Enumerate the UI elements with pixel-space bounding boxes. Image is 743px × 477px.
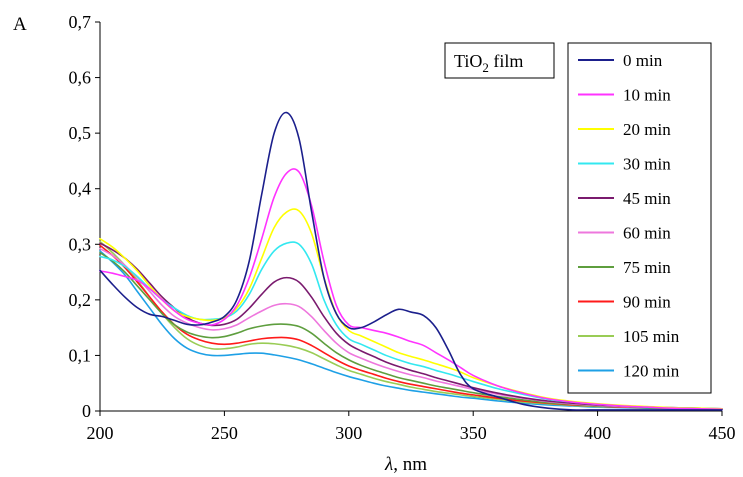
x-tick-label: 200 xyxy=(87,423,114,443)
series-line-9 xyxy=(99,250,723,411)
y-tick-label: 0,1 xyxy=(69,345,92,365)
legend-label-5: 60 min xyxy=(623,224,671,243)
y-axis-title: A xyxy=(13,14,27,35)
series-line-1 xyxy=(99,168,723,411)
legend-label-3: 30 min xyxy=(623,155,671,174)
x-axis-symbol: λ xyxy=(384,454,393,475)
series-lines xyxy=(99,111,723,411)
series-line-0 xyxy=(99,111,723,411)
x-axis-title: λ, nm xyxy=(384,454,427,475)
annotation-main: TiO xyxy=(454,51,482,71)
annotation-label: TiO2 film xyxy=(454,51,523,75)
annotation-box: TiO2 film xyxy=(444,42,555,79)
legend-label-7: 90 min xyxy=(623,293,671,312)
x-tick-label: 450 xyxy=(709,423,736,443)
series-line-6 xyxy=(99,251,723,410)
x-tick-label: 300 xyxy=(335,423,362,443)
y-tick-label: 0,3 xyxy=(69,234,92,254)
legend-label-4: 45 min xyxy=(623,189,671,208)
x-tick-label: 250 xyxy=(211,423,238,443)
legend-items: 0 min 10 min 20 min 30 min 45 min 60 min 75 mi… xyxy=(578,51,680,381)
legend-frame xyxy=(567,42,712,394)
legend-label-0: 0 min xyxy=(623,51,663,70)
x-tick-label: 350 xyxy=(460,423,487,443)
legend-label-1: 10 min xyxy=(623,86,671,105)
annotation-frame xyxy=(444,42,555,79)
y-tick-label: 0 xyxy=(82,401,91,421)
y-tick-label: 0,7 xyxy=(69,12,92,32)
y-tick-label: 0,5 xyxy=(69,123,92,143)
annotation-subscript: 2 xyxy=(482,60,489,75)
annotation-tail: film xyxy=(489,51,524,71)
x-tick-label: 400 xyxy=(584,423,611,443)
y-tick-label: 0,4 xyxy=(69,179,92,199)
legend-label-9: 120 min xyxy=(623,362,680,381)
legend-label-6: 75 min xyxy=(623,258,671,277)
legend: 0 min 10 min 20 min 30 min 45 min 60 min 75 mi… xyxy=(567,42,712,394)
x-axis-unit: , nm xyxy=(393,454,427,475)
y-tick-label: 0,6 xyxy=(69,68,92,88)
y-tick-label: 0,2 xyxy=(69,290,92,310)
axis-ticks: 200 250 300 350 400 450 0 0,1 0,2 0,3 0,4 0,5 0,6 0,7 xyxy=(69,12,736,443)
legend-label-8: 105 min xyxy=(623,327,680,346)
legend-label-2: 20 min xyxy=(623,120,671,139)
